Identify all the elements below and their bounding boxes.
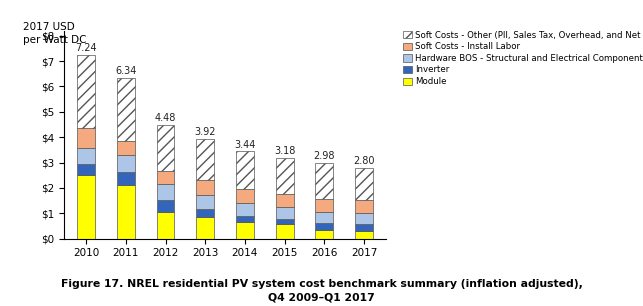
Bar (117, 141, 135, 155)
Bar (196, 180, 214, 195)
Text: 2017 USD
per Watt DC: 2017 USD per Watt DC (23, 22, 86, 46)
Bar (196, 217, 214, 239)
Bar (355, 168, 373, 200)
Bar (196, 139, 214, 180)
Bar (77, 55, 95, 128)
Bar (236, 203, 254, 216)
Bar (196, 210, 214, 217)
Bar (355, 224, 373, 231)
Bar (276, 207, 293, 218)
Bar (315, 199, 333, 212)
Bar (157, 211, 174, 239)
Bar (315, 163, 333, 199)
Bar (77, 128, 95, 148)
Bar (117, 155, 135, 172)
Bar (117, 185, 135, 239)
Bar (276, 193, 293, 207)
Bar (196, 195, 214, 210)
Bar (117, 78, 135, 141)
Bar (276, 158, 293, 193)
Text: 2.80: 2.80 (353, 156, 375, 166)
Bar (355, 200, 373, 213)
Text: 3.44: 3.44 (234, 140, 255, 150)
Bar (236, 151, 254, 189)
Bar (77, 164, 95, 175)
Text: 3.18: 3.18 (274, 146, 295, 156)
Bar (157, 200, 174, 211)
Bar (355, 213, 373, 224)
Bar (315, 212, 333, 223)
Bar (276, 218, 293, 224)
Text: 4.48: 4.48 (155, 113, 176, 123)
Text: 3.92: 3.92 (194, 127, 216, 137)
Bar (157, 184, 174, 200)
Bar (77, 148, 95, 164)
Bar (236, 222, 254, 239)
Bar (117, 172, 135, 185)
Bar (236, 216, 254, 222)
Bar (315, 223, 333, 230)
Text: 6.34: 6.34 (115, 66, 136, 76)
Text: 7.24: 7.24 (75, 43, 97, 53)
Bar (236, 189, 254, 203)
Bar (315, 230, 333, 239)
Bar (157, 171, 174, 184)
Text: 2.98: 2.98 (314, 151, 335, 161)
Text: Figure 17. NREL residential PV system cost benchmark summary (inflation adjusted: Figure 17. NREL residential PV system co… (60, 279, 583, 303)
Bar (77, 175, 95, 239)
Bar (157, 125, 174, 171)
Legend: Soft Costs - Other (PII, Sales Tax, Overhead, and Net Profit), Soft Costs - Inst: Soft Costs - Other (PII, Sales Tax, Over… (403, 31, 643, 86)
Bar (355, 231, 373, 239)
Bar (276, 224, 293, 239)
